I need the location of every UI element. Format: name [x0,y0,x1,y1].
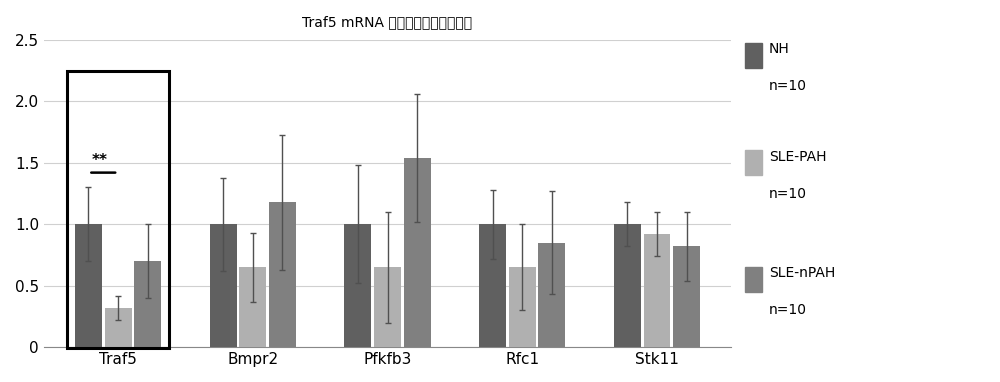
Bar [644,234,670,347]
Title: Traf5 mRNA 表达水平（人外周血）: Traf5 mRNA 表达水平（人外周血） [302,15,473,29]
Bar [75,224,102,347]
Bar [134,261,161,347]
Bar [269,202,296,347]
Bar [105,308,132,347]
Text: **: ** [91,153,107,168]
Bar [479,224,506,347]
Bar [374,267,401,347]
Bar [210,224,237,347]
Text: SLE-nPAH: SLE-nPAH [769,266,835,280]
Bar [673,246,700,347]
Text: n=10: n=10 [769,303,807,317]
Text: n=10: n=10 [769,186,807,201]
Bar [745,43,762,68]
Bar [404,158,431,347]
Bar [745,151,762,175]
Bar [239,267,266,347]
Text: NH: NH [769,42,790,56]
Bar [344,224,371,347]
Bar [509,267,536,347]
Text: SLE-PAH: SLE-PAH [769,150,826,163]
Bar [538,243,565,347]
Bar [614,224,641,347]
Bar [745,267,762,292]
Text: n=10: n=10 [769,79,807,93]
